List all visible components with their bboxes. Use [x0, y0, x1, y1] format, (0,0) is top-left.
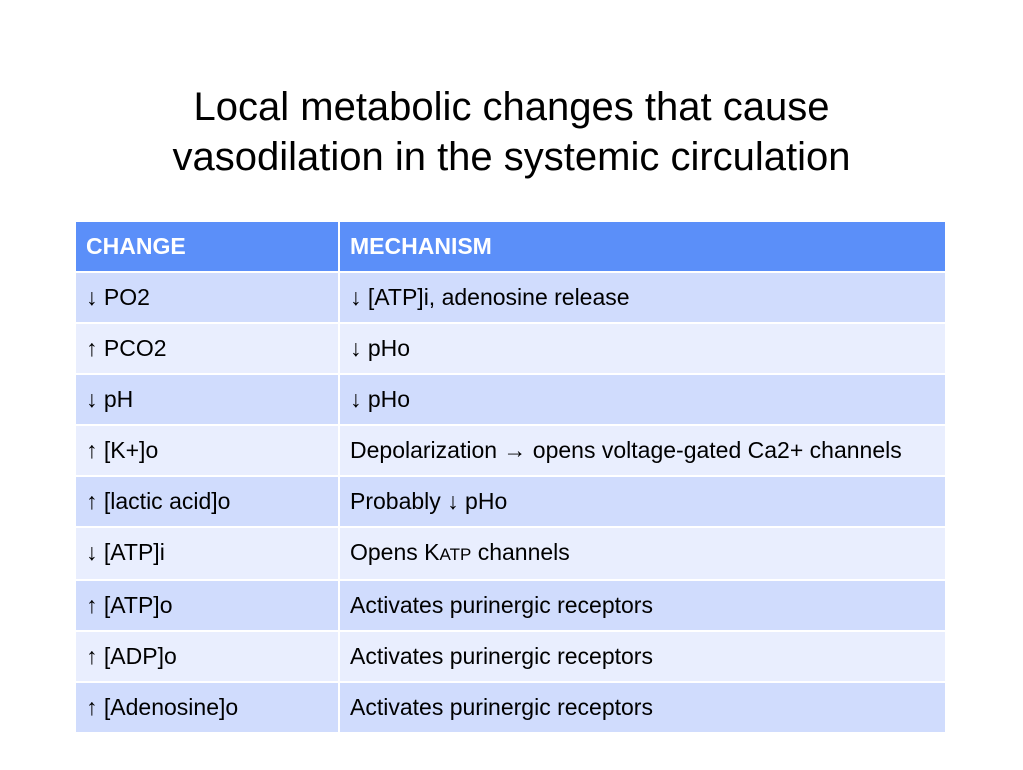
mechanism-cell: Depolarization → opens voltage-gated Ca2… [339, 425, 947, 477]
metabolic-changes-table: CHANGE MECHANISM ↓ PO2 ↓ [ATP]i, adenosi… [76, 222, 947, 734]
slide-title-line-2: vasodilation in the systemic circulation [172, 135, 851, 179]
table-row: ↑ PCO2 ↓ pHo [76, 323, 947, 375]
mechanism-cell: Opens KATP channels [339, 527, 947, 581]
mechanism-cell: ↓ [ATP]i, adenosine release [339, 272, 947, 324]
column-header-change: CHANGE [76, 222, 340, 273]
table-row: ↑ [lactic acid]o Probably ↓ pHo [76, 476, 947, 528]
table-row: ↑ [ATP]o Activates purinergic receptors [76, 580, 947, 632]
change-cell: ↑ [K+]o [76, 425, 340, 477]
mechanism-cell: Activates purinergic receptors [339, 631, 947, 683]
mechanism-cell: Activates purinergic receptors [339, 682, 947, 734]
change-cell: ↑ [ADP]o [76, 631, 340, 683]
change-cell: ↓ PO2 [76, 272, 340, 324]
mechanism-cell: Probably ↓ pHo [339, 476, 947, 528]
table-row: ↓ PO2 ↓ [ATP]i, adenosine release [76, 272, 947, 324]
change-cell: ↑ PCO2 [76, 323, 340, 375]
katp-subscript: ATP [439, 545, 472, 564]
change-cell: ↑ [lactic acid]o [76, 476, 340, 528]
change-cell: ↓ [ATP]i [76, 527, 340, 581]
table-row: ↑ [ADP]o Activates purinergic receptors [76, 631, 947, 683]
mechanism-cell: ↓ pHo [339, 374, 947, 426]
mechanism-cell: Activates purinergic receptors [339, 580, 947, 632]
slide-title-line-1: Local metabolic changes that cause [193, 85, 830, 129]
table-row: ↓ pH ↓ pHo [76, 374, 947, 426]
slide-title: Local metabolic changes that cause vasod… [0, 82, 1023, 182]
mechanism-text-post: channels [471, 539, 570, 565]
table-row: ↑ [Adenosine]o Activates purinergic rece… [76, 682, 947, 734]
change-cell: ↑ [ATP]o [76, 580, 340, 632]
mechanism-cell: ↓ pHo [339, 323, 947, 375]
table-row: ↑ [K+]o Depolarization → opens voltage-g… [76, 425, 947, 477]
column-header-mechanism: MECHANISM [339, 222, 947, 273]
mechanism-text-pre: Opens [350, 539, 425, 565]
katp-k: K [424, 539, 440, 565]
table-row: ↓ [ATP]i Opens KATP channels [76, 527, 947, 581]
change-cell: ↑ [Adenosine]o [76, 682, 340, 734]
table-header-row: CHANGE MECHANISM [76, 222, 947, 273]
change-cell: ↓ pH [76, 374, 340, 426]
